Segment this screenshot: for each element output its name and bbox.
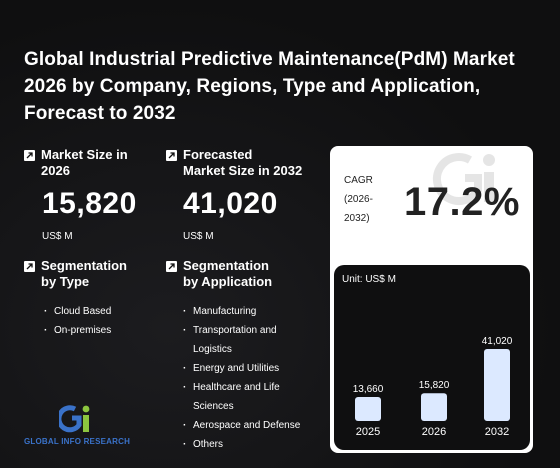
- logo-mark-icon: [59, 405, 90, 433]
- list-item: Others: [183, 435, 300, 454]
- company-logo: GLOBAL INFO RESEARCH: [24, 403, 164, 447]
- cagr-value: 17.2%: [404, 180, 520, 224]
- list-item: Cloud Based: [44, 302, 127, 321]
- cagr-card: CAGR (2026- 2032) 17.2%: [330, 146, 533, 255]
- trend-arrow-icon: [166, 150, 177, 161]
- list-item: Manufacturing: [183, 302, 300, 321]
- trend-arrow-icon: [24, 150, 35, 161]
- list-item-continuation: Sciences: [193, 401, 234, 412]
- trend-arrow-icon: [24, 261, 35, 272]
- market-size-unit: US$ M: [42, 231, 73, 242]
- chart-bar-2026: [421, 393, 447, 421]
- bar-chart-svg: 13,660 2025 15,820 2026 41,020 2032: [353, 336, 513, 438]
- segmentation-application-label: Segmentation by Application: [183, 258, 273, 289]
- chart-data-label: 13,660: [353, 384, 384, 395]
- bar-chart: Unit: US$ M 13,660 2025 15,820 2026 41,020 20…: [334, 265, 530, 450]
- segmentation-type-block: Segmentation by Type Cloud Based On-prem…: [24, 258, 127, 340]
- chart-bar-2032: [484, 349, 510, 421]
- forecast-size-label: Forecasted Market Size in 2032: [183, 147, 303, 178]
- forecast-size-block: Forecasted Market Size in 2032 41,020 US…: [166, 147, 302, 242]
- application-list: Manufacturing Transportation and Logisti…: [183, 302, 300, 454]
- market-size-block: Market Size in 2026 15,820 US$ M: [24, 147, 137, 242]
- list-item-continuation: Logistics: [193, 344, 232, 355]
- logo-brand-text: GLOBAL INFO RESEARCH: [24, 437, 131, 446]
- page-title: Global Industrial Predictive Maintenance…: [24, 49, 515, 124]
- forecast-size-unit: US$ M: [183, 231, 214, 242]
- trend-arrow-icon: [166, 261, 177, 272]
- list-item: Aerospace and Defense: [183, 416, 300, 435]
- market-size-label: Market Size in 2026: [41, 147, 128, 178]
- chart-category-label: 2026: [422, 426, 446, 438]
- forecast-size-value: 41,020: [183, 187, 278, 220]
- chart-unit-label: Unit: US$ M: [342, 274, 396, 285]
- chart-data-label: 15,820: [419, 380, 450, 391]
- watermark-logo-icon: [432, 153, 495, 206]
- type-list: Cloud Based On-premises: [44, 302, 127, 340]
- list-item: Healthcare and Life: [183, 378, 300, 397]
- chart-category-label: 2025: [356, 426, 380, 438]
- cagr-label: CAGR (2026- 2032): [344, 175, 373, 224]
- chart-data-label: 41,020: [482, 336, 513, 347]
- segmentation-type-label: Segmentation by Type: [41, 258, 127, 289]
- chart-bar-2025: [355, 397, 381, 421]
- list-item: On-premises: [44, 321, 127, 340]
- list-item: Transportation and: [183, 321, 300, 340]
- segmentation-application-block: Segmentation by Application Manufacturin…: [166, 258, 300, 454]
- market-size-value: 15,820: [42, 187, 137, 220]
- list-item: Energy and Utilities: [183, 359, 300, 378]
- chart-category-label: 2032: [485, 426, 509, 438]
